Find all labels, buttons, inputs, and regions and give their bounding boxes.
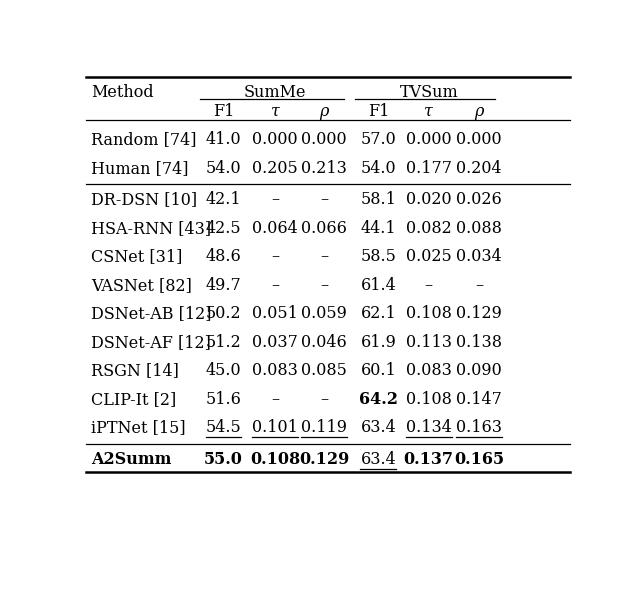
- Text: 57.0: 57.0: [360, 131, 396, 148]
- Text: 0.051: 0.051: [252, 305, 298, 322]
- Text: 58.5: 58.5: [360, 248, 396, 265]
- Text: 0.059: 0.059: [301, 305, 347, 322]
- Text: 0.000: 0.000: [406, 131, 452, 148]
- Text: 0.177: 0.177: [406, 160, 452, 177]
- Text: 0.108: 0.108: [250, 451, 300, 468]
- Text: CSNet [31]: CSNet [31]: [91, 248, 182, 265]
- Text: 45.0: 45.0: [205, 362, 241, 379]
- Text: –: –: [271, 277, 280, 294]
- Text: 54.0: 54.0: [360, 160, 396, 177]
- Text: 0.134: 0.134: [406, 419, 452, 436]
- Text: 0.205: 0.205: [252, 160, 298, 177]
- Text: 0.113: 0.113: [406, 334, 452, 351]
- Text: 0.129: 0.129: [456, 305, 502, 322]
- Text: 0.085: 0.085: [301, 362, 347, 379]
- Text: –: –: [475, 277, 483, 294]
- Text: 0.108: 0.108: [406, 391, 452, 408]
- Text: 51.6: 51.6: [205, 391, 241, 408]
- Text: 0.101: 0.101: [252, 419, 298, 436]
- Text: 0.204: 0.204: [456, 160, 502, 177]
- Text: 0.165: 0.165: [454, 451, 504, 468]
- Text: 0.020: 0.020: [406, 191, 452, 208]
- Text: 0.119: 0.119: [301, 419, 347, 436]
- Text: CLIP-It [2]: CLIP-It [2]: [91, 391, 176, 408]
- Text: 64.2: 64.2: [359, 391, 398, 408]
- Text: 63.4: 63.4: [360, 451, 396, 468]
- Text: 0.083: 0.083: [406, 362, 452, 379]
- Text: 50.2: 50.2: [205, 305, 241, 322]
- Text: 60.1: 60.1: [360, 362, 396, 379]
- Text: 0.108: 0.108: [406, 305, 452, 322]
- Text: HSA-RNN [43]: HSA-RNN [43]: [91, 220, 211, 237]
- Text: VASNet [82]: VASNet [82]: [91, 277, 192, 294]
- Text: 42.5: 42.5: [205, 220, 241, 237]
- Text: 0.066: 0.066: [301, 220, 347, 237]
- Text: ρ: ρ: [474, 103, 484, 120]
- Text: 0.163: 0.163: [456, 419, 502, 436]
- Text: SumMe: SumMe: [244, 83, 307, 101]
- Text: 0.000: 0.000: [456, 131, 502, 148]
- Text: 63.4: 63.4: [360, 419, 396, 436]
- Text: 0.037: 0.037: [252, 334, 298, 351]
- Text: TVSum: TVSum: [399, 83, 458, 101]
- Text: –: –: [271, 191, 280, 208]
- Text: 0.138: 0.138: [456, 334, 502, 351]
- Text: τ: τ: [424, 103, 433, 120]
- Text: –: –: [320, 191, 328, 208]
- Text: Method: Method: [91, 83, 154, 101]
- Text: 0.213: 0.213: [301, 160, 347, 177]
- Text: A2Summ: A2Summ: [91, 451, 172, 468]
- Text: 61.4: 61.4: [360, 277, 396, 294]
- Text: Random [74]: Random [74]: [91, 131, 196, 148]
- Text: 0.000: 0.000: [301, 131, 347, 148]
- Text: 54.0: 54.0: [205, 160, 241, 177]
- Text: 41.0: 41.0: [205, 131, 241, 148]
- Text: τ: τ: [271, 103, 280, 120]
- Text: Human [74]: Human [74]: [91, 160, 188, 177]
- Text: 0.064: 0.064: [252, 220, 298, 237]
- Text: –: –: [320, 277, 328, 294]
- Text: 0.046: 0.046: [301, 334, 347, 351]
- Text: 0.082: 0.082: [406, 220, 452, 237]
- Text: iPTNet [15]: iPTNet [15]: [91, 419, 186, 436]
- Text: 0.088: 0.088: [456, 220, 502, 237]
- Text: 0.147: 0.147: [456, 391, 502, 408]
- Text: 0.034: 0.034: [456, 248, 502, 265]
- Text: 61.9: 61.9: [360, 334, 396, 351]
- Text: 42.1: 42.1: [205, 191, 241, 208]
- Text: 0.000: 0.000: [253, 131, 298, 148]
- Text: 58.1: 58.1: [360, 191, 396, 208]
- Text: 51.2: 51.2: [205, 334, 241, 351]
- Text: DSNet-AF [12]: DSNet-AF [12]: [91, 334, 211, 351]
- Text: ρ: ρ: [319, 103, 329, 120]
- Text: 55.0: 55.0: [204, 451, 243, 468]
- Text: RSGN [14]: RSGN [14]: [91, 362, 179, 379]
- Text: 48.6: 48.6: [205, 248, 241, 265]
- Text: 0.137: 0.137: [404, 451, 454, 468]
- Text: F1: F1: [212, 103, 234, 120]
- Text: –: –: [271, 391, 280, 408]
- Text: DSNet-AB [12]: DSNet-AB [12]: [91, 305, 211, 322]
- Text: 44.1: 44.1: [360, 220, 396, 237]
- Text: –: –: [320, 391, 328, 408]
- Text: 49.7: 49.7: [205, 277, 241, 294]
- Text: DR-DSN [10]: DR-DSN [10]: [91, 191, 197, 208]
- Text: –: –: [320, 248, 328, 265]
- Text: 0.129: 0.129: [299, 451, 349, 468]
- Text: 62.1: 62.1: [360, 305, 396, 322]
- Text: 0.026: 0.026: [456, 191, 502, 208]
- Text: –: –: [271, 248, 280, 265]
- Text: 0.083: 0.083: [252, 362, 298, 379]
- Text: 54.5: 54.5: [205, 419, 241, 436]
- Text: F1: F1: [368, 103, 389, 120]
- Text: 0.090: 0.090: [456, 362, 502, 379]
- Text: –: –: [425, 277, 433, 294]
- Text: 0.025: 0.025: [406, 248, 452, 265]
